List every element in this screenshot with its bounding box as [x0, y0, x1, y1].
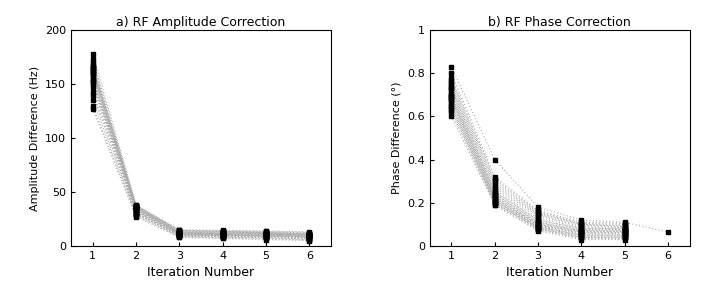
Y-axis label: Amplitude Difference (Hz): Amplitude Difference (Hz)	[30, 65, 40, 211]
X-axis label: Iteration Number: Iteration Number	[147, 266, 255, 279]
Y-axis label: Phase Difference (°): Phase Difference (°)	[392, 82, 402, 194]
X-axis label: Iteration Number: Iteration Number	[506, 266, 614, 279]
Title: b) RF Phase Correction: b) RF Phase Correction	[488, 16, 631, 29]
Title: a) RF Amplitude Correction: a) RF Amplitude Correction	[117, 16, 286, 29]
